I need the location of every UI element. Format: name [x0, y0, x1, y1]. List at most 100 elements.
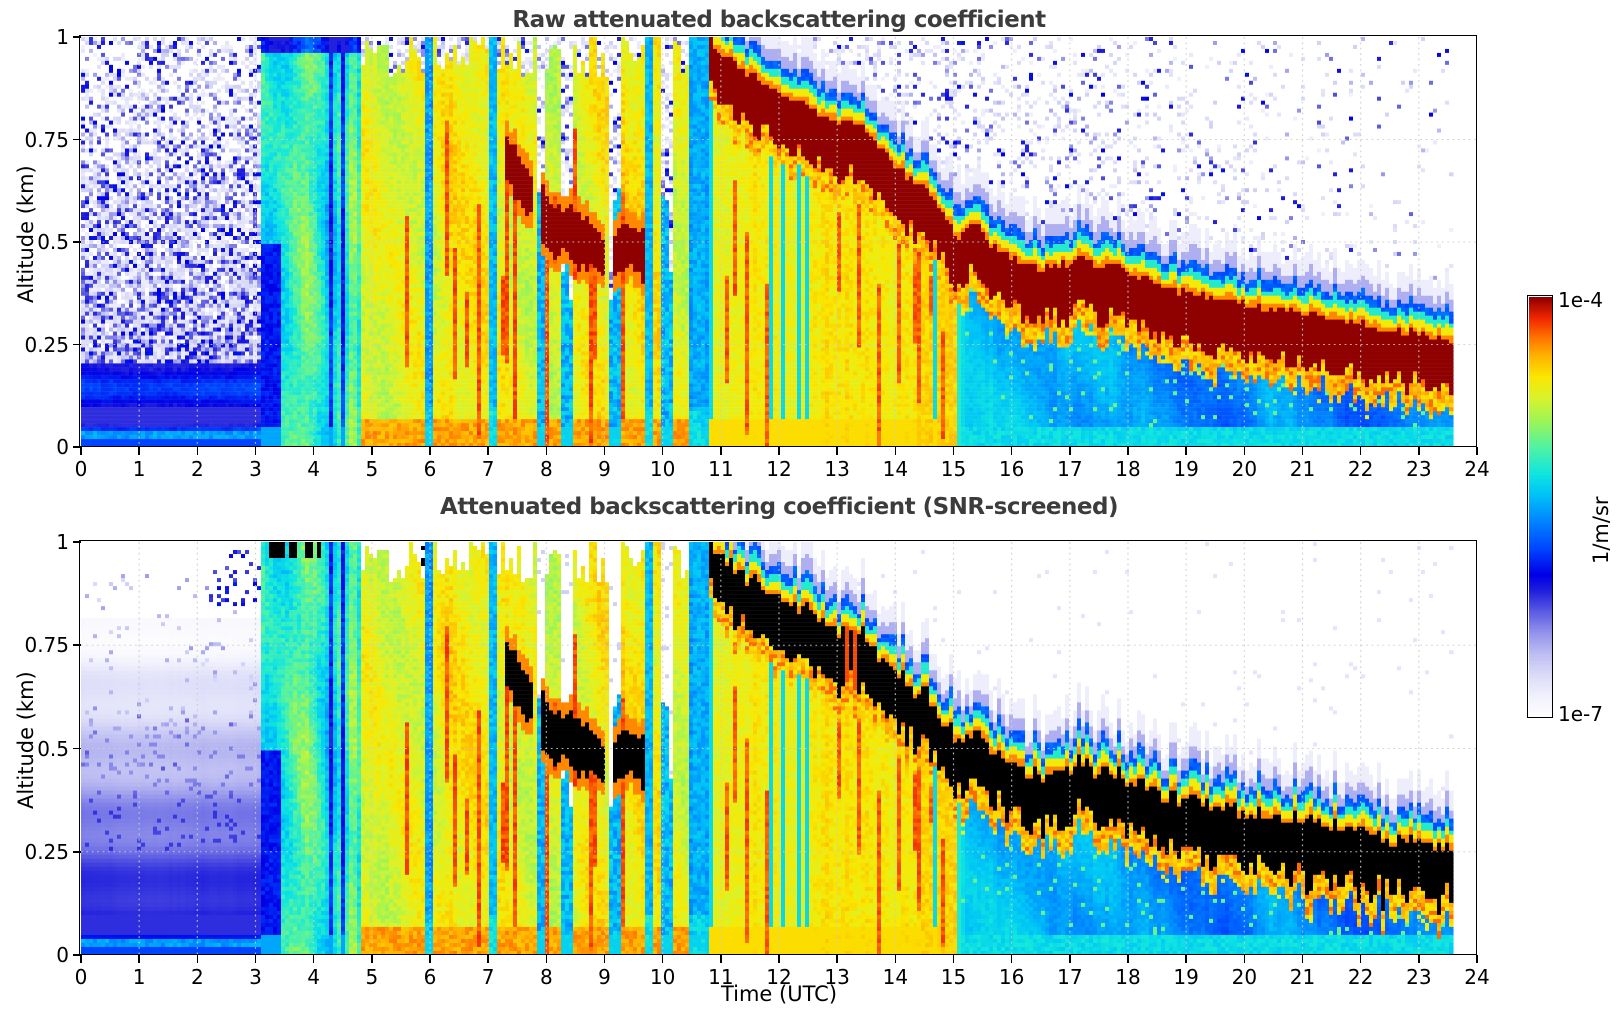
x-tick-mark [603, 447, 606, 455]
x-tick-mark [1476, 447, 1478, 455]
x-tick-label: 13 [824, 965, 850, 989]
x-tick-label: 21 [1289, 965, 1316, 989]
x-tick-label: 16 [998, 965, 1025, 989]
x-tick-label: 21 [1289, 457, 1316, 481]
x-tick-mark [1243, 955, 1246, 963]
x-tick-label: 24 [1464, 457, 1490, 481]
x-tick-mark [80, 955, 82, 963]
colorbar-max-label: 1e-4 [1558, 288, 1603, 312]
x-tick-mark [778, 447, 780, 455]
x-tick-label: 16 [998, 457, 1025, 481]
x-tick-mark [487, 955, 489, 963]
x-tick-mark [836, 955, 838, 963]
x-tick-mark [952, 447, 955, 455]
x-tick-mark [1185, 447, 1187, 455]
x-tick-label: 4 [307, 457, 321, 481]
x-tick-mark [429, 447, 431, 455]
heatmap-raw [81, 37, 1477, 447]
x-tick-mark [661, 447, 664, 455]
panel-screened-title: Attenuated backscattering coefficient (S… [440, 494, 1118, 520]
x-tick-label: 13 [824, 457, 850, 481]
x-tick-label: 18 [1115, 457, 1141, 481]
x-tick-label: 1 [132, 965, 146, 989]
x-tick-mark [778, 955, 780, 963]
x-tick-label: 3 [249, 457, 262, 481]
y-tick-label: 1 [56, 25, 69, 49]
y-tick-mark [73, 36, 81, 38]
y-tick-label: 0.75 [24, 127, 69, 152]
x-tick-mark [1359, 955, 1362, 963]
colorbar [1529, 297, 1552, 717]
x-tick-label: 22 [1347, 457, 1374, 481]
x-tick-label: 2 [190, 457, 204, 481]
x-tick-mark [1127, 955, 1129, 963]
x-tick-mark [1243, 447, 1246, 455]
y-tick-mark [73, 747, 81, 750]
y-tick-label: 0.5 [37, 230, 69, 254]
x-tick-mark [1010, 955, 1013, 963]
y-tick-label: 0.25 [24, 839, 69, 864]
y-tick-mark [73, 954, 81, 956]
y-tick-mark [73, 850, 81, 853]
colorbar-frame [1527, 295, 1553, 718]
x-tick-label: 2 [190, 965, 204, 989]
x-tick-mark [80, 447, 82, 455]
x-tick-label: 20 [1231, 457, 1258, 481]
x-tick-label: 17 [1057, 457, 1083, 481]
x-tick-mark [545, 955, 548, 963]
x-tick-label: 8 [539, 965, 553, 989]
x-tick-mark [1185, 955, 1187, 963]
x-tick-mark [138, 447, 140, 455]
x-tick-mark [894, 955, 897, 963]
x-tick-label: 6 [423, 965, 437, 989]
x-tick-label: 0 [74, 965, 88, 989]
x-tick-label: 14 [882, 457, 909, 481]
y-tick-label: 0 [56, 943, 69, 967]
x-tick-label: 5 [365, 457, 379, 481]
x-tick-label: 7 [481, 457, 495, 481]
x-tick-label: 7 [481, 965, 495, 989]
y-tick-mark [73, 241, 81, 243]
panel-screened-ylabel: Altitude (km) [14, 671, 38, 809]
x-tick-label: 5 [365, 965, 379, 989]
x-tick-mark [1418, 447, 1420, 455]
x-tick-mark [312, 955, 315, 963]
x-tick-mark [196, 955, 199, 963]
x-tick-mark [371, 955, 373, 963]
x-tick-mark [1010, 447, 1013, 455]
x-tick-mark [720, 447, 722, 455]
y-tick-mark [73, 138, 81, 141]
x-tick-label: 9 [598, 965, 611, 989]
y-tick-mark [73, 446, 81, 448]
x-tick-label: 8 [539, 457, 553, 481]
x-tick-mark [1069, 955, 1071, 963]
y-tick-mark [73, 644, 81, 647]
x-tick-label: 19 [1173, 457, 1199, 481]
x-tick-label: 17 [1057, 965, 1083, 989]
x-tick-mark [371, 447, 373, 455]
x-tick-mark [1476, 955, 1478, 963]
y-tick-mark [73, 343, 81, 346]
x-tick-label: 20 [1231, 965, 1258, 989]
y-tick-label: 1 [56, 530, 69, 554]
x-tick-mark [1301, 955, 1304, 963]
x-tick-label: 10 [649, 965, 676, 989]
x-tick-label: 10 [649, 457, 676, 481]
x-tick-label: 11 [708, 965, 734, 989]
x-tick-mark [952, 955, 955, 963]
y-tick-label: 0.5 [37, 736, 69, 761]
y-tick-mark [73, 541, 81, 543]
x-tick-label: 12 [766, 457, 792, 481]
x-tick-label: 15 [940, 457, 967, 481]
x-tick-mark [254, 955, 257, 963]
x-tick-label: 23 [1406, 457, 1432, 481]
x-tick-label: 15 [940, 965, 967, 989]
x-tick-mark [1127, 447, 1129, 455]
x-tick-label: 12 [766, 965, 792, 989]
y-tick-label: 0.75 [24, 633, 69, 658]
x-tick-mark [603, 955, 606, 963]
panel-raw-title: Raw attenuated backscattering coefficien… [512, 7, 1046, 33]
x-tick-mark [545, 447, 548, 455]
x-tick-mark [1418, 955, 1420, 963]
